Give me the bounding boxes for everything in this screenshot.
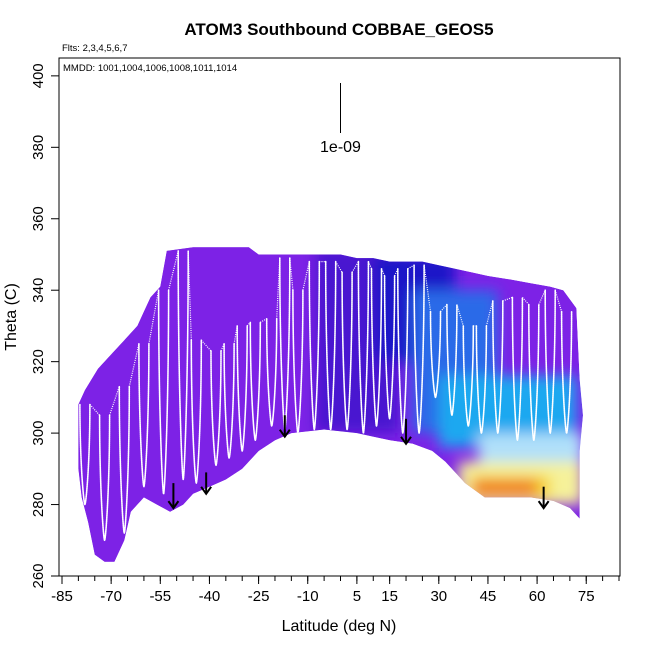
- profile-arrow: [200, 472, 212, 496]
- flight-profile: [79, 403, 91, 506]
- flight-track-group: [79, 250, 573, 542]
- flight-profile: [462, 325, 475, 427]
- flight-profile: [265, 318, 278, 427]
- flights-note: Flts: 2,3,4,5,6,7: [62, 43, 127, 54]
- flight-profile: [560, 310, 573, 434]
- flight-track-segment: [502, 296, 513, 302]
- flight-profile: [236, 325, 248, 452]
- field-region-violet: [78, 247, 341, 562]
- x-tick-label: 15: [381, 588, 398, 605]
- y-axis: 260 280 300 320 340 360 380 400: [30, 63, 59, 589]
- y-tick-label: 280: [30, 492, 47, 517]
- arrow-head: [537, 500, 550, 510]
- flight-profile: [413, 264, 425, 434]
- flight-track-segment: [187, 250, 192, 341]
- flight-track-segment: [289, 257, 294, 291]
- flight-track-segment: [440, 304, 448, 313]
- flight-profile: [210, 350, 222, 467]
- y-tick-label: 380: [30, 135, 47, 160]
- flight-profile: [341, 271, 353, 431]
- flight-profile: [308, 260, 321, 431]
- flight-profile: [511, 296, 524, 442]
- x-tick-label: -55: [149, 588, 171, 605]
- arrow-head: [278, 429, 291, 439]
- x-tick-label: 75: [578, 588, 595, 605]
- y-tick-label: 260: [30, 563, 47, 588]
- flight-profile: [528, 303, 540, 442]
- profile-arrow: [167, 483, 180, 510]
- plot-frame: [58, 57, 621, 577]
- flight-track-segment: [554, 290, 563, 312]
- x-tick-label: 30: [430, 588, 447, 605]
- flight-track-segment: [148, 290, 160, 344]
- profile-arrows: [167, 415, 550, 510]
- profile-arrow: [400, 418, 412, 446]
- x-tick-label: 45: [480, 588, 497, 605]
- flight-track-segment: [246, 321, 251, 327]
- x-tick-label: -70: [100, 588, 122, 605]
- flight-profile: [357, 260, 370, 434]
- flight-profile: [98, 414, 111, 542]
- flight-track-segment: [302, 261, 310, 291]
- dates-note: MMDD: 1001,1004,1006,1008,1011,1014: [63, 63, 237, 74]
- scale-bar-label: 1e-09: [320, 139, 361, 156]
- x-tick-label: -10: [297, 588, 319, 605]
- arrow-head: [400, 436, 412, 446]
- flight-profile: [492, 300, 504, 434]
- flight-profile: [190, 339, 203, 484]
- flight-track-segment: [109, 386, 120, 416]
- y-tick-label: 360: [30, 206, 47, 231]
- flight-track-segment: [89, 404, 101, 416]
- flight-profile: [157, 289, 170, 495]
- y-axis-label: Theta (C): [3, 283, 20, 351]
- flight-tracks: [79, 250, 573, 542]
- flight-track-segment: [167, 250, 179, 291]
- x-tick-label: 60: [529, 588, 546, 605]
- arrow-head: [167, 500, 180, 510]
- flight-track-segment: [200, 339, 212, 352]
- flight-track-segment: [456, 304, 464, 327]
- flight-profile: [223, 343, 235, 459]
- y-tick-label: 340: [30, 278, 47, 303]
- x-tick-label: -25: [248, 588, 270, 605]
- x-axis-label: Latitude (deg N): [282, 618, 397, 635]
- flight-profile: [383, 275, 396, 420]
- field-region-orange: [471, 479, 538, 498]
- flight-track-segment: [233, 325, 238, 344]
- y-tick-label: 320: [30, 349, 47, 374]
- y-tick-label: 300: [30, 421, 47, 446]
- flight-track-segment: [538, 289, 546, 305]
- flight-profile: [177, 250, 189, 481]
- arrow-head: [200, 486, 212, 496]
- chart-title: ATOM3 Southbound COBBAE_GEOS5: [184, 20, 493, 39]
- flight-profile: [397, 268, 409, 434]
- x-tick-label: 5: [353, 588, 361, 605]
- flight-profile: [118, 385, 131, 534]
- x-axis: -85 -70 -55 -40 -25 -10 5 15 30 45 60 75: [51, 576, 620, 605]
- flight-profile: [249, 321, 262, 442]
- field-fill: [78, 247, 584, 562]
- flight-profile: [324, 260, 337, 431]
- profile-arrow: [537, 486, 550, 510]
- x-tick-label: -85: [51, 588, 73, 605]
- flight-profile: [446, 303, 458, 417]
- y-tick-label: 400: [30, 63, 47, 88]
- flight-track-segment: [128, 343, 140, 387]
- flight-profile: [429, 310, 442, 399]
- flight-profile: [475, 325, 488, 434]
- concentration-field: [78, 247, 584, 562]
- flight-profile: [544, 289, 556, 434]
- flight-track-segment: [521, 296, 530, 305]
- x-tick-label: -40: [199, 588, 221, 605]
- flight-profile: [138, 343, 150, 488]
- profile-arrow: [278, 415, 291, 439]
- flight-profile: [370, 268, 383, 427]
